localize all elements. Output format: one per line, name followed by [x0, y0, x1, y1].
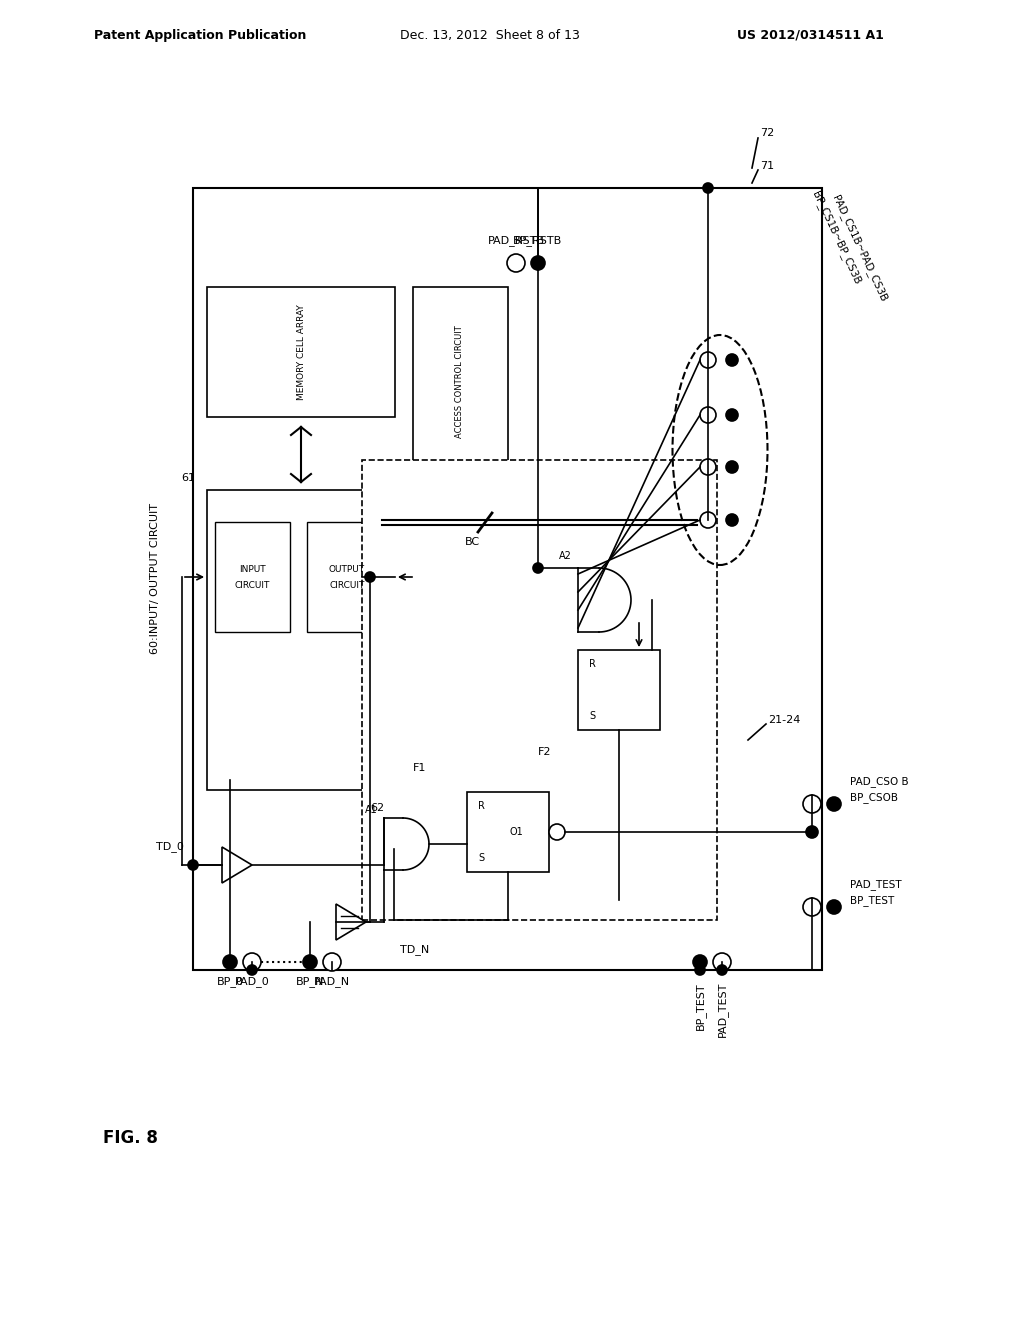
Text: F2: F2: [539, 747, 552, 756]
Text: S: S: [589, 711, 595, 721]
Text: PAD_N: PAD_N: [314, 977, 350, 987]
Circle shape: [806, 826, 818, 838]
Text: PAD_TEST: PAD_TEST: [850, 879, 901, 891]
Text: O1: O1: [509, 828, 523, 837]
Text: PAD_0: PAD_0: [234, 977, 269, 987]
Text: 62: 62: [370, 803, 384, 813]
Text: S: S: [478, 853, 484, 863]
Text: BP_TEST: BP_TEST: [694, 982, 706, 1030]
Text: PAD_RSTB: PAD_RSTB: [487, 235, 545, 247]
Bar: [362, 459, 717, 920]
Text: 61: 61: [181, 473, 195, 483]
Text: BC: BC: [465, 537, 479, 546]
Text: Dec. 13, 2012  Sheet 8 of 13: Dec. 13, 2012 Sheet 8 of 13: [400, 29, 580, 41]
Bar: [307, 521, 387, 632]
Circle shape: [188, 861, 198, 870]
Bar: [207, 286, 395, 417]
Bar: [467, 792, 549, 873]
Bar: [413, 286, 508, 477]
Text: A1: A1: [366, 805, 378, 814]
Circle shape: [695, 965, 705, 975]
Circle shape: [700, 352, 716, 368]
Circle shape: [726, 409, 738, 421]
Circle shape: [713, 953, 731, 972]
Circle shape: [726, 354, 738, 366]
Circle shape: [507, 253, 525, 272]
Text: OUTPUT: OUTPUT: [329, 565, 366, 573]
Circle shape: [803, 898, 821, 916]
Bar: [193, 187, 822, 970]
Text: Patent Application Publication: Patent Application Publication: [94, 29, 306, 41]
Bar: [578, 649, 660, 730]
Text: ACCESS CONTROL CIRCUIT: ACCESS CONTROL CIRCUIT: [456, 326, 465, 438]
Circle shape: [803, 795, 821, 813]
Bar: [207, 490, 395, 789]
Text: BP_N: BP_N: [296, 977, 325, 987]
Text: INPUT: INPUT: [239, 565, 265, 573]
Circle shape: [726, 513, 738, 525]
Circle shape: [365, 572, 375, 582]
Text: BP_RSTB: BP_RSTB: [513, 235, 562, 247]
Circle shape: [247, 965, 257, 975]
Text: BP_0: BP_0: [216, 977, 244, 987]
Text: BP_CSOB: BP_CSOB: [850, 792, 898, 804]
Text: 60:INPUT/ OUTPUT CIRCUIT: 60:INPUT/ OUTPUT CIRCUIT: [150, 503, 160, 655]
Circle shape: [827, 900, 841, 913]
Text: R: R: [589, 659, 595, 669]
Circle shape: [726, 461, 738, 473]
Circle shape: [549, 824, 565, 840]
Circle shape: [827, 797, 841, 810]
Circle shape: [223, 954, 237, 969]
Text: TD_0: TD_0: [156, 842, 184, 853]
Text: PAD_CS1B~PAD_CS3B: PAD_CS1B~PAD_CS3B: [830, 193, 889, 304]
Text: R: R: [477, 801, 484, 810]
Circle shape: [243, 953, 261, 972]
Text: BP_CS1B~BP_CS3B: BP_CS1B~BP_CS3B: [810, 190, 863, 286]
Circle shape: [534, 564, 543, 573]
Text: 21-24: 21-24: [768, 715, 801, 725]
Text: CIRCUIT: CIRCUIT: [234, 581, 269, 590]
Circle shape: [700, 512, 716, 528]
Circle shape: [703, 183, 713, 193]
Text: TD_N: TD_N: [400, 945, 430, 956]
Circle shape: [700, 459, 716, 475]
Text: FIG. 8: FIG. 8: [102, 1129, 158, 1147]
Circle shape: [700, 407, 716, 422]
Circle shape: [717, 965, 727, 975]
Circle shape: [531, 256, 545, 271]
Text: BP_TEST: BP_TEST: [850, 895, 894, 907]
Text: US 2012/0314511 A1: US 2012/0314511 A1: [736, 29, 884, 41]
Circle shape: [303, 954, 317, 969]
Text: 72: 72: [760, 128, 774, 139]
Text: A2: A2: [559, 550, 572, 561]
Text: PAD_TEST: PAD_TEST: [717, 982, 727, 1038]
Text: F1: F1: [414, 763, 427, 774]
Circle shape: [323, 953, 341, 972]
Circle shape: [693, 954, 707, 969]
Text: CIRCUIT: CIRCUIT: [330, 581, 365, 590]
Text: MEMORY CELL ARRAY: MEMORY CELL ARRAY: [297, 304, 305, 400]
Bar: [215, 521, 290, 632]
Text: PAD_CSO B: PAD_CSO B: [850, 776, 908, 788]
Text: 71: 71: [760, 161, 774, 172]
